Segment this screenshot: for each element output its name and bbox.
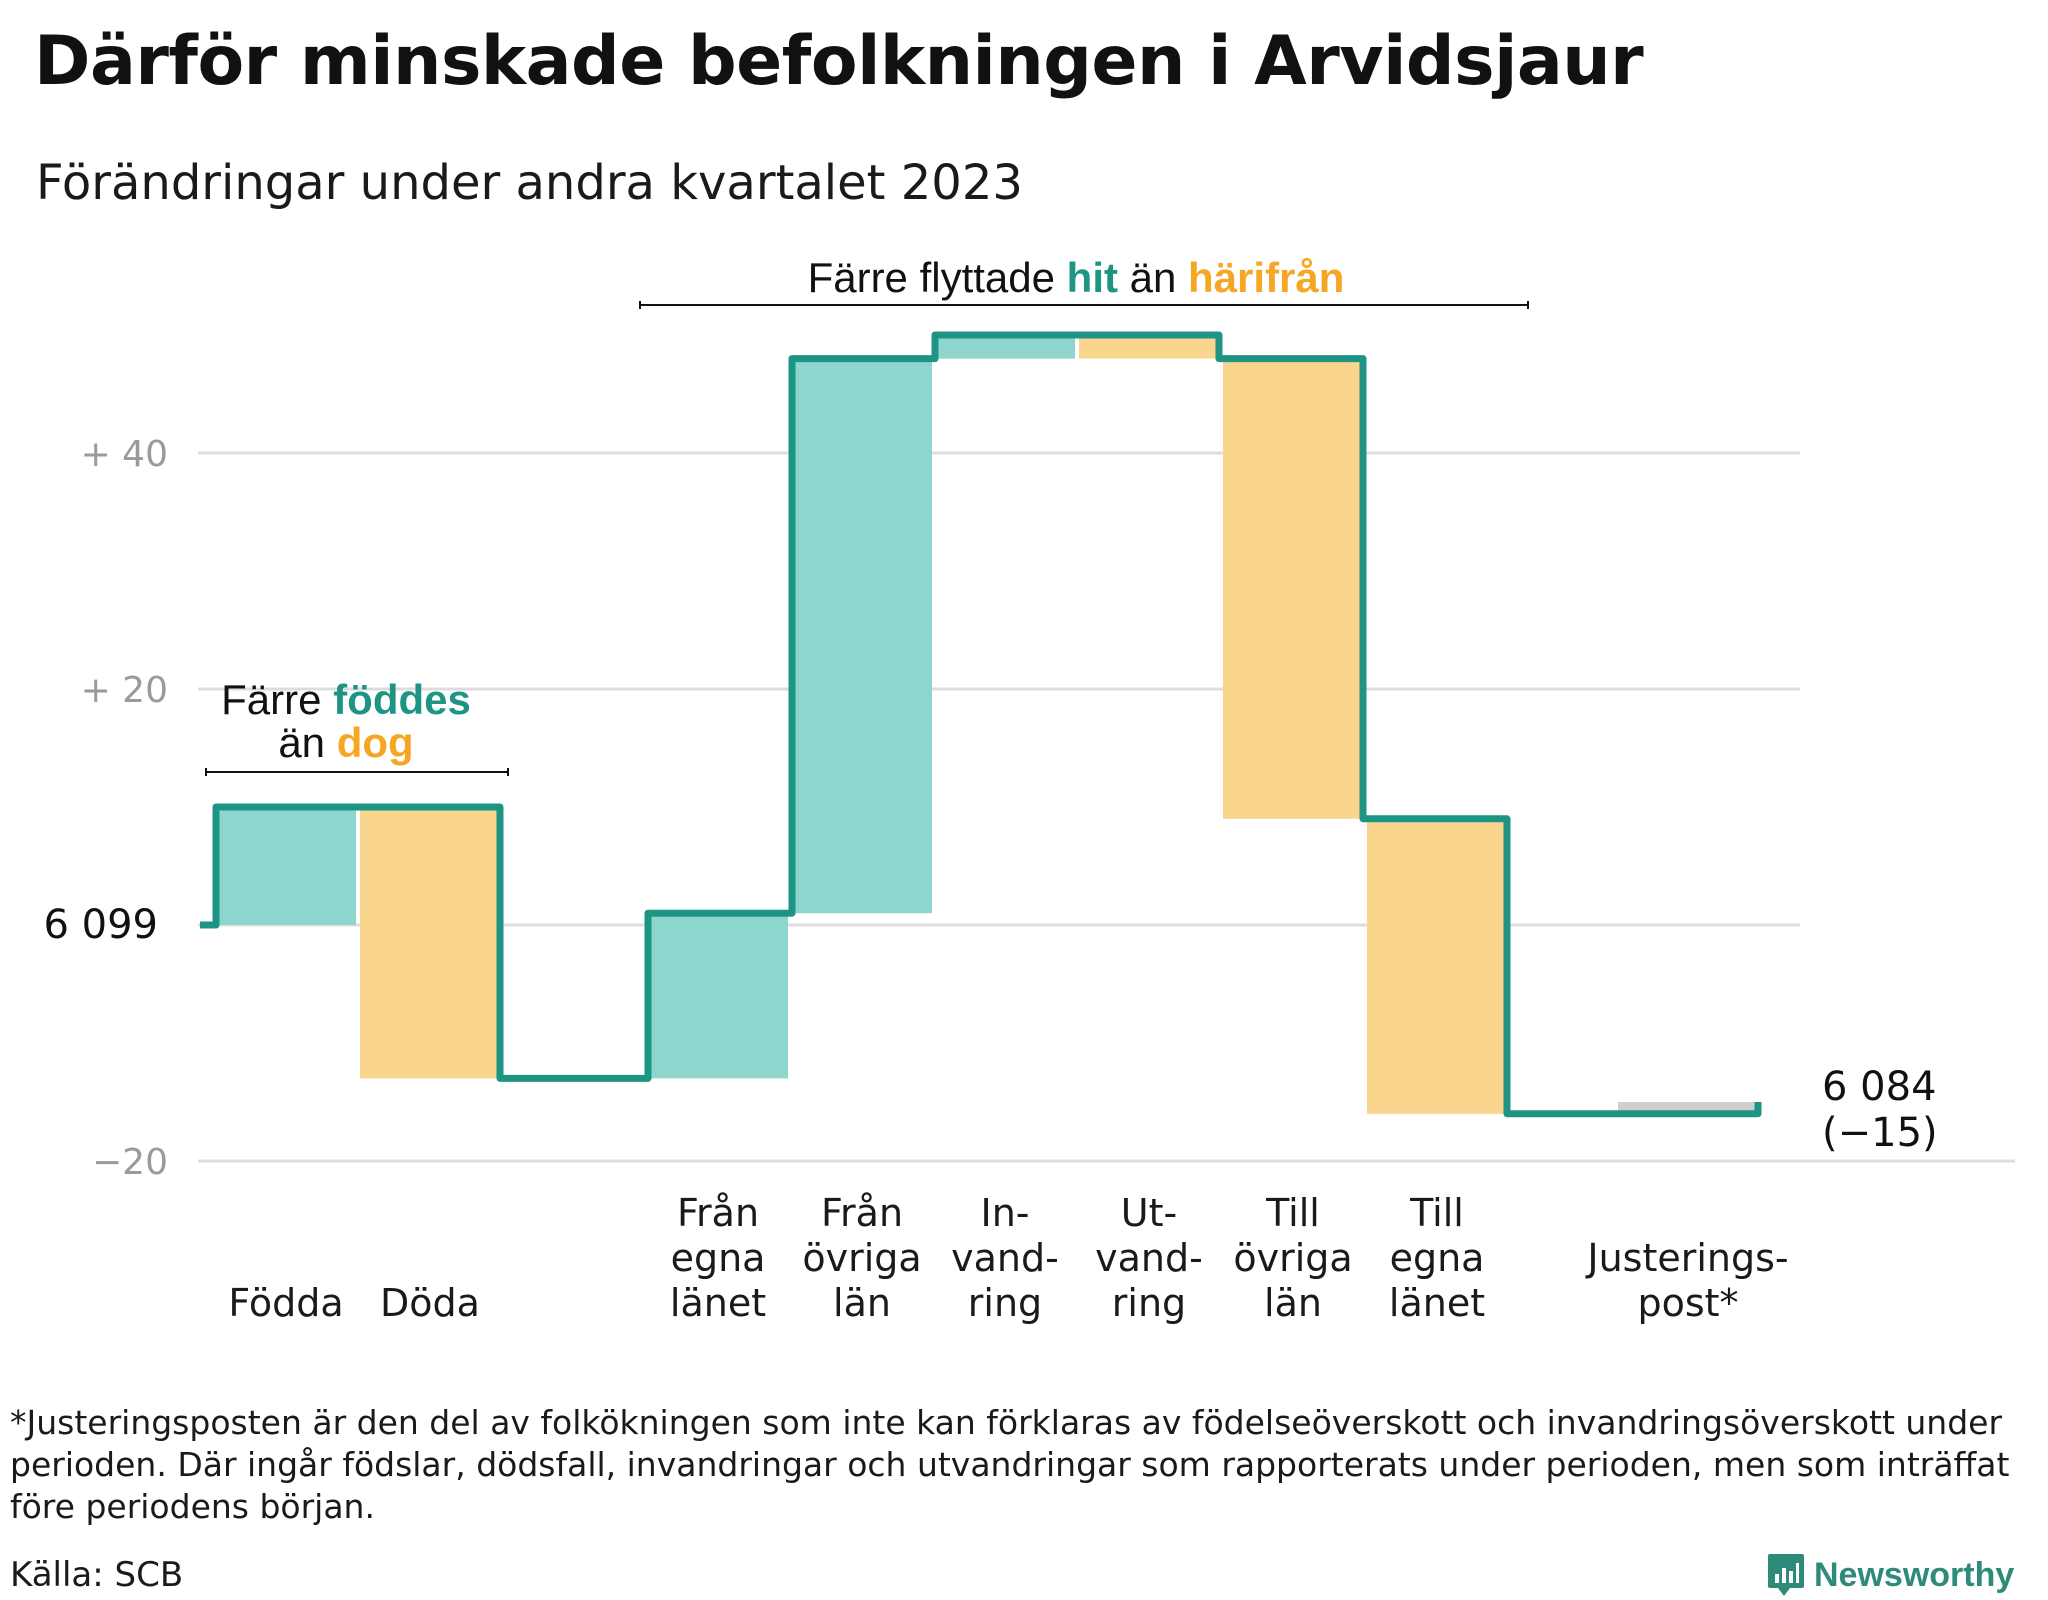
end-value-label: 6 084 <box>1822 1064 1937 1110</box>
cumulative-step-line <box>200 331 1762 1118</box>
category-label: Justerings-post* <box>1585 1236 1788 1325</box>
waterfall-bar <box>360 807 500 1079</box>
category-label: In-vand-ring <box>951 1191 1059 1325</box>
start-value-label: 6 099 <box>43 902 158 948</box>
newsworthy-logo: Newsworthy <box>1766 1552 2014 1598</box>
end-change-label: (−15) <box>1822 1110 1938 1156</box>
footnote: *Justeringsposten är den del av folkökni… <box>10 1403 2010 1526</box>
waterfall-bar <box>1079 335 1219 359</box>
waterfall-bar <box>1618 1102 1758 1114</box>
waterfall-chart: + 40 + 20 −20 6 099 Födda Döda Från egna länet Fr… <box>43 254 2015 1325</box>
category-label: Ut-vand-ring <box>1095 1191 1203 1325</box>
waterfall-bar <box>648 913 788 1079</box>
category-label: Från övriga län <box>802 1191 921 1325</box>
category-label: Till övriga län <box>1233 1191 1352 1325</box>
source-note: Källa: SCB <box>10 1555 184 1595</box>
y-tick-label: + 40 <box>81 434 168 475</box>
annotation-migration: Färre flyttade hit än härifrån <box>808 254 1345 301</box>
y-tick-label: + 20 <box>81 670 168 711</box>
chart-title: Därför minskade befolkningen i Arvidsjau… <box>34 22 1644 101</box>
newsworthy-logo-icon <box>1768 1554 1804 1596</box>
annotation-birth-bracket <box>205 768 509 776</box>
category-label: Döda <box>380 1281 480 1325</box>
category-label: Födda <box>228 1281 343 1325</box>
category-label: Från egna länet <box>670 1191 766 1325</box>
annotation-migration-bracket <box>639 301 1529 309</box>
brand-name: Newsworthy <box>1814 1555 2015 1594</box>
annotation-birth-line1: Färre föddes <box>221 676 471 723</box>
annotation-birth-line2: än dog <box>278 719 413 766</box>
category-label: Till egna länet <box>1389 1191 1485 1325</box>
y-tick-label: −20 <box>92 1142 168 1183</box>
chart-subtitle: Förändringar under andra kvartalet 2023 <box>36 155 1023 211</box>
waterfall-bar <box>216 807 356 925</box>
waterfall-bar <box>1223 358 1363 819</box>
waterfall-bar <box>792 358 932 914</box>
waterfall-bar <box>935 335 1075 359</box>
waterfall-bar <box>1367 818 1507 1114</box>
bars: Födda Döda Från egna länet Från övriga län In-va… <box>216 335 1789 1325</box>
